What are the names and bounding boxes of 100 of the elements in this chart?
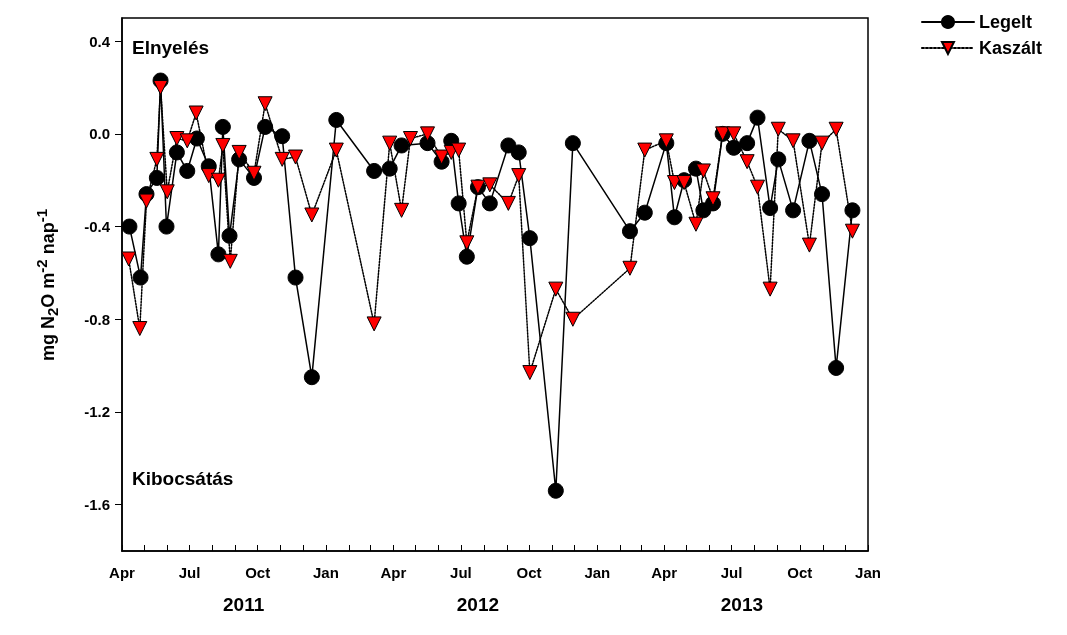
point bbox=[621, 223, 638, 240]
point bbox=[666, 209, 683, 226]
point bbox=[210, 172, 226, 188]
x-tick-label: Jan bbox=[855, 564, 881, 581]
point bbox=[814, 135, 830, 151]
point bbox=[785, 202, 802, 219]
x-tick-label: Apr bbox=[109, 564, 136, 581]
point bbox=[179, 162, 196, 179]
point bbox=[221, 227, 238, 244]
point bbox=[762, 200, 779, 217]
annotation: Kibocsátás bbox=[132, 468, 234, 489]
point bbox=[148, 169, 165, 186]
y-tick-label: 0.0 bbox=[89, 125, 110, 143]
point bbox=[482, 177, 498, 193]
point bbox=[450, 195, 467, 212]
point bbox=[434, 149, 450, 165]
point bbox=[257, 118, 274, 135]
point bbox=[695, 163, 711, 179]
point bbox=[510, 144, 527, 161]
point bbox=[366, 316, 382, 332]
point bbox=[828, 121, 844, 137]
point bbox=[548, 281, 564, 297]
point bbox=[274, 128, 291, 145]
point bbox=[138, 193, 154, 209]
point bbox=[210, 246, 227, 263]
point bbox=[153, 80, 169, 96]
point bbox=[149, 151, 165, 167]
point bbox=[158, 218, 175, 235]
x-tick-label: Jul bbox=[450, 564, 472, 581]
x-tick-label: Apr bbox=[651, 564, 678, 581]
x-tick-label: Oct bbox=[787, 564, 813, 581]
point bbox=[726, 126, 742, 142]
x-tick-label: Oct bbox=[245, 564, 271, 581]
y-tick-label: 0.4 bbox=[89, 32, 111, 50]
point bbox=[564, 135, 581, 152]
x-tick-label: Jul bbox=[720, 564, 743, 581]
point bbox=[750, 179, 766, 195]
point bbox=[844, 202, 861, 219]
point bbox=[785, 133, 801, 149]
point bbox=[749, 109, 766, 126]
point bbox=[801, 237, 817, 253]
point bbox=[201, 168, 217, 184]
point bbox=[121, 218, 138, 235]
point bbox=[402, 131, 418, 146]
point bbox=[459, 235, 475, 251]
point bbox=[637, 142, 653, 158]
point bbox=[770, 151, 787, 168]
point bbox=[215, 137, 231, 153]
point bbox=[565, 311, 581, 327]
point bbox=[511, 168, 527, 184]
point bbox=[328, 111, 345, 128]
point bbox=[159, 184, 175, 200]
point bbox=[394, 202, 410, 218]
x2-tick-label: 2011 bbox=[223, 594, 265, 615]
point bbox=[739, 154, 755, 170]
point bbox=[188, 105, 204, 121]
point bbox=[382, 135, 398, 151]
point bbox=[274, 151, 290, 167]
point bbox=[214, 118, 231, 135]
point bbox=[636, 204, 653, 221]
point bbox=[762, 281, 778, 297]
x2-tick-label: 2012 bbox=[456, 594, 500, 615]
point bbox=[725, 139, 742, 156]
point bbox=[481, 195, 498, 212]
point bbox=[739, 135, 756, 152]
point bbox=[246, 165, 262, 181]
point bbox=[844, 223, 860, 239]
point bbox=[451, 142, 467, 158]
point bbox=[393, 137, 410, 154]
point bbox=[547, 482, 564, 499]
point bbox=[381, 160, 398, 177]
y-tick-label: -0.4 bbox=[84, 218, 111, 236]
point bbox=[814, 186, 831, 203]
point bbox=[257, 96, 273, 112]
point bbox=[328, 142, 344, 158]
x-tick-label: Jan bbox=[313, 564, 339, 581]
point bbox=[303, 369, 320, 386]
point bbox=[458, 248, 475, 265]
point bbox=[288, 149, 304, 165]
point bbox=[801, 132, 818, 149]
legend-label: Kaszált bbox=[978, 38, 1043, 58]
point bbox=[420, 126, 436, 142]
point bbox=[304, 207, 320, 223]
point bbox=[179, 133, 195, 149]
y-tick-label: -0.8 bbox=[84, 310, 110, 328]
y-tick-label: -1.2 bbox=[84, 403, 110, 421]
x-tick-label: Jul bbox=[178, 564, 201, 581]
point bbox=[168, 144, 185, 161]
point bbox=[366, 162, 383, 179]
point bbox=[287, 269, 304, 286]
x2-tick-label: 2013 bbox=[720, 594, 764, 615]
y-tick-label: -1.6 bbox=[84, 496, 110, 514]
point bbox=[500, 195, 516, 211]
point bbox=[522, 365, 538, 381]
x-tick-label: Oct bbox=[516, 564, 542, 581]
point bbox=[222, 253, 238, 269]
annotation: Elnyelés bbox=[132, 37, 210, 58]
point bbox=[705, 191, 721, 207]
point bbox=[132, 269, 149, 286]
point bbox=[828, 359, 845, 376]
